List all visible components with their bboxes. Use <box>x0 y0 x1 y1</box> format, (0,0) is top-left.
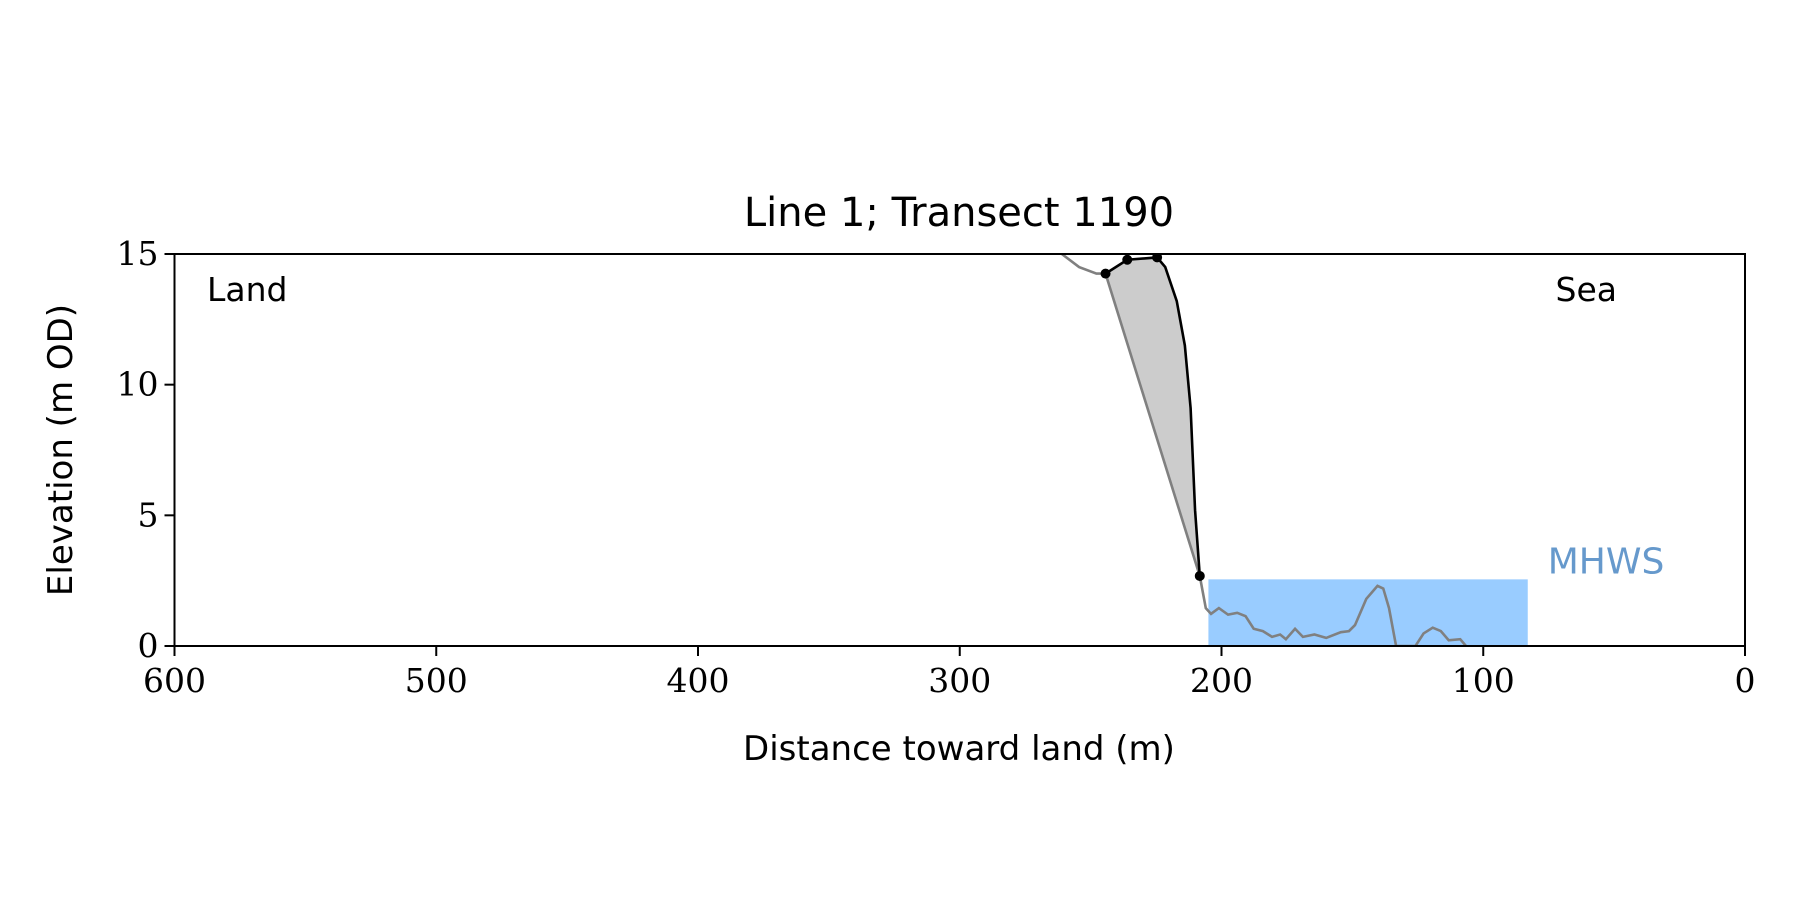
x-tick-label: 400 <box>667 661 730 700</box>
profile-point <box>1194 570 1205 581</box>
plot-area <box>1061 254 1528 646</box>
profile-point <box>1100 268 1111 279</box>
y-axis-label: Elevation (m OD) <box>41 304 81 596</box>
x-tick-label: 200 <box>1190 661 1253 700</box>
profile-point <box>1152 254 1163 263</box>
mhws-label: MHWS <box>1548 541 1665 582</box>
profile-line <box>1104 256 1202 577</box>
axes: 600 500 400 300 200 100 0 0 5 10 15 <box>117 234 1756 700</box>
chart-title: Line 1; Transect 1190 <box>744 190 1174 236</box>
x-tick-label: 300 <box>928 661 991 700</box>
x-tick-label: 0 <box>1735 661 1756 700</box>
land-label: Land <box>207 270 287 309</box>
mhws-band <box>1208 579 1528 646</box>
x-tick-label: 100 <box>1452 661 1515 700</box>
y-tick-label: 10 <box>117 365 159 404</box>
sea-label: Sea <box>1556 270 1617 309</box>
y-tick-label: 5 <box>138 495 159 534</box>
profile-line <box>1061 254 1467 646</box>
y-tick-label: 0 <box>138 626 159 665</box>
x-tick-label: 500 <box>405 661 468 700</box>
profile-point <box>1122 254 1133 265</box>
y-tick-label: 15 <box>117 234 159 273</box>
x-tick-label: 600 <box>143 661 206 700</box>
x-axis-label: Distance toward land (m) <box>743 729 1175 769</box>
